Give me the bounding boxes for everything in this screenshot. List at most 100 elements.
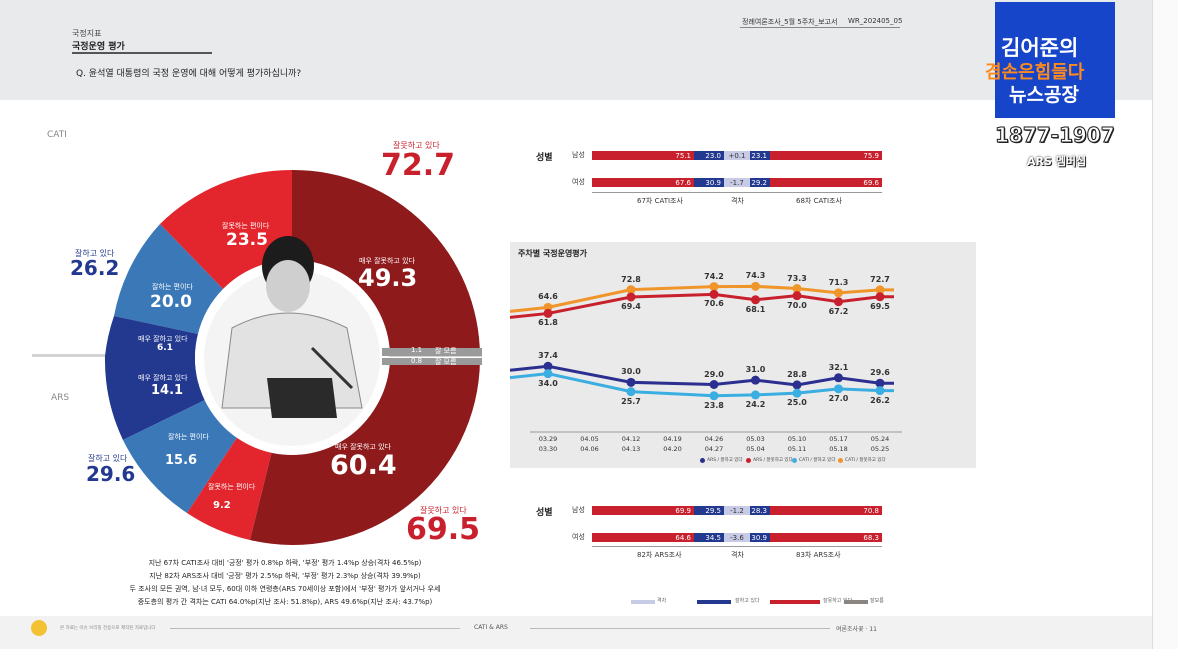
legend-swatch-dk [844,600,868,604]
bar-prev-negative-value: 69.9 [675,507,691,515]
window-scrollbar[interactable] [1152,0,1178,649]
legend-positive-label: 잘하고 있다 [735,598,760,604]
bar-prev-negative-value: 75.1 [675,152,691,160]
ars-negative-value: 69.5 [406,512,481,547]
weekly-chart-title: 주차별 국정운영평가 [518,249,588,258]
bar-curr-negative-value: 75.9 [863,152,879,160]
summary-block: 지난 67차 CATI조사 대비 '긍정' 평가 0.8%p 하락, '부정' … [120,557,450,609]
cati-very-bad-value: 49.3 [358,264,418,292]
point-value-label: 64.6 [538,292,558,302]
series-point [792,388,802,398]
survey-question: Q. 윤석열 대통령의 국정 운영에 대해 어떻게 평가하십니까? [76,69,302,79]
title-underline [72,52,212,54]
gender-ars-male-label: 남성 [572,506,585,514]
ars-membership-label: ARS 멤버십 [1027,155,1087,168]
point-value-label: 70.0 [787,300,807,310]
bar-prev-positive [694,178,724,187]
x-tick-label: 05.04 [746,445,765,453]
summary-line: 중도층의 평가 간 격차는 CATI 64.0%p(지난 조사: 51.8%p)… [137,598,433,606]
cati-negative-label: 잘못하고 있다 [393,141,440,150]
bar-curr-positive [750,506,770,515]
slice-dk-cati [382,348,482,356]
ars-positive-label: 잘하고 있다 [88,454,128,463]
bar-gap-value: -1.2 [730,507,744,515]
series-point [834,288,843,298]
series-point [875,378,885,388]
x-tick-label: 05.11 [787,445,807,453]
series-point [875,292,885,302]
cati-somewhat-bad-label: 잘못하는 편이다 [222,222,270,230]
slice-ars-very-good [104,356,205,440]
legend-dk-label: 잘모름 [870,598,884,604]
slice-ars-somewhat-bad [187,436,272,540]
header-band [0,0,1152,100]
cati-very-good-label: 매우 잘하고 있다 [138,335,188,343]
bar-prev-negative-value: 67.6 [675,179,691,187]
logo-line3: 뉴스공장 [1009,84,1079,106]
ars-somewhat-good-value: 15.6 [165,453,198,468]
slice-dk-ars [382,358,482,365]
bar-gap-value: -3.6 [730,534,744,542]
logo-line2: 겸손은힘들다 [985,62,1085,83]
bar-curr-positive-value: 30.9 [751,534,767,542]
doc-code: WR_202405_05 [848,17,903,25]
series-point [626,387,636,397]
ars-somewhat-bad-value: 9.2 [213,500,231,511]
x-tick-label: 04.27 [704,445,724,453]
cati-positive-label: 잘하고 있다 [75,249,115,258]
slice-ars-somewhat-good [123,400,238,513]
bar-gap [724,178,750,187]
legend-swatch-negative [770,600,820,604]
slice-cati-somewhat-bad [160,169,292,289]
ars-very-bad-value: 60.4 [330,450,397,481]
bar-prev-positive [694,506,724,515]
logo-line1: 김어준의 [1001,36,1079,60]
point-value-label: 28.8 [787,369,807,379]
point-value-label: 25.0 [787,398,807,408]
series-point [626,285,636,295]
x-tick-label: 05.10 [787,435,807,443]
legend-dot [700,458,705,463]
point-value-label: 29.0 [704,369,724,379]
point-value-label: 25.7 [621,396,641,406]
series-point [751,375,760,385]
bar-curr-positive [750,533,770,542]
x-tick-label: 04.26 [704,435,724,443]
series-point [751,281,760,291]
bar-curr-positive-value: 23.1 [751,152,767,160]
series-point [792,380,802,390]
bar-curr-negative [770,178,882,187]
series-point [709,282,719,292]
slice-cati-very-good [105,316,198,356]
page-title: 국정운영 평가 [72,42,125,52]
series-point [751,390,760,400]
point-value-label: 34.0 [538,378,558,388]
bar-prev-negative [592,151,694,160]
footer-page-number: 여론조사꽃 · 11 [836,626,877,633]
section-label: 국정지표 [72,29,102,38]
point-value-label: 74.2 [704,271,724,281]
series-point [543,369,553,379]
bar-curr-negative [770,533,882,542]
point-value-label: 69.4 [621,301,641,311]
gender-cati-male-label: 남성 [572,151,585,159]
bar-curr-positive-value: 28.3 [751,507,767,515]
legend-dot [838,458,843,463]
x-tick-label: 04.20 [663,445,682,453]
point-value-label: 23.8 [704,400,724,410]
point-value-label: 72.8 [621,274,641,284]
dk-label-1: 잘 모름 [435,347,457,355]
series-point [834,384,843,394]
series-point [709,289,719,299]
bar-prev-positive-value: 29.5 [705,507,721,515]
flower-logo-icon [31,620,47,636]
x-tick-label: 05.24 [870,435,890,443]
cati-very-good-value: 6.1 [157,343,173,353]
slice-ars-very-bad [250,360,480,546]
bar-curr-negative [770,506,882,515]
gender-ars-foot-mid: 격차 [731,551,744,559]
x-tick-label: 04.19 [663,435,682,443]
page-footer [0,616,1152,649]
series-point [543,308,553,318]
legend-entry: ARS / 잘하고 있다 [707,458,743,463]
